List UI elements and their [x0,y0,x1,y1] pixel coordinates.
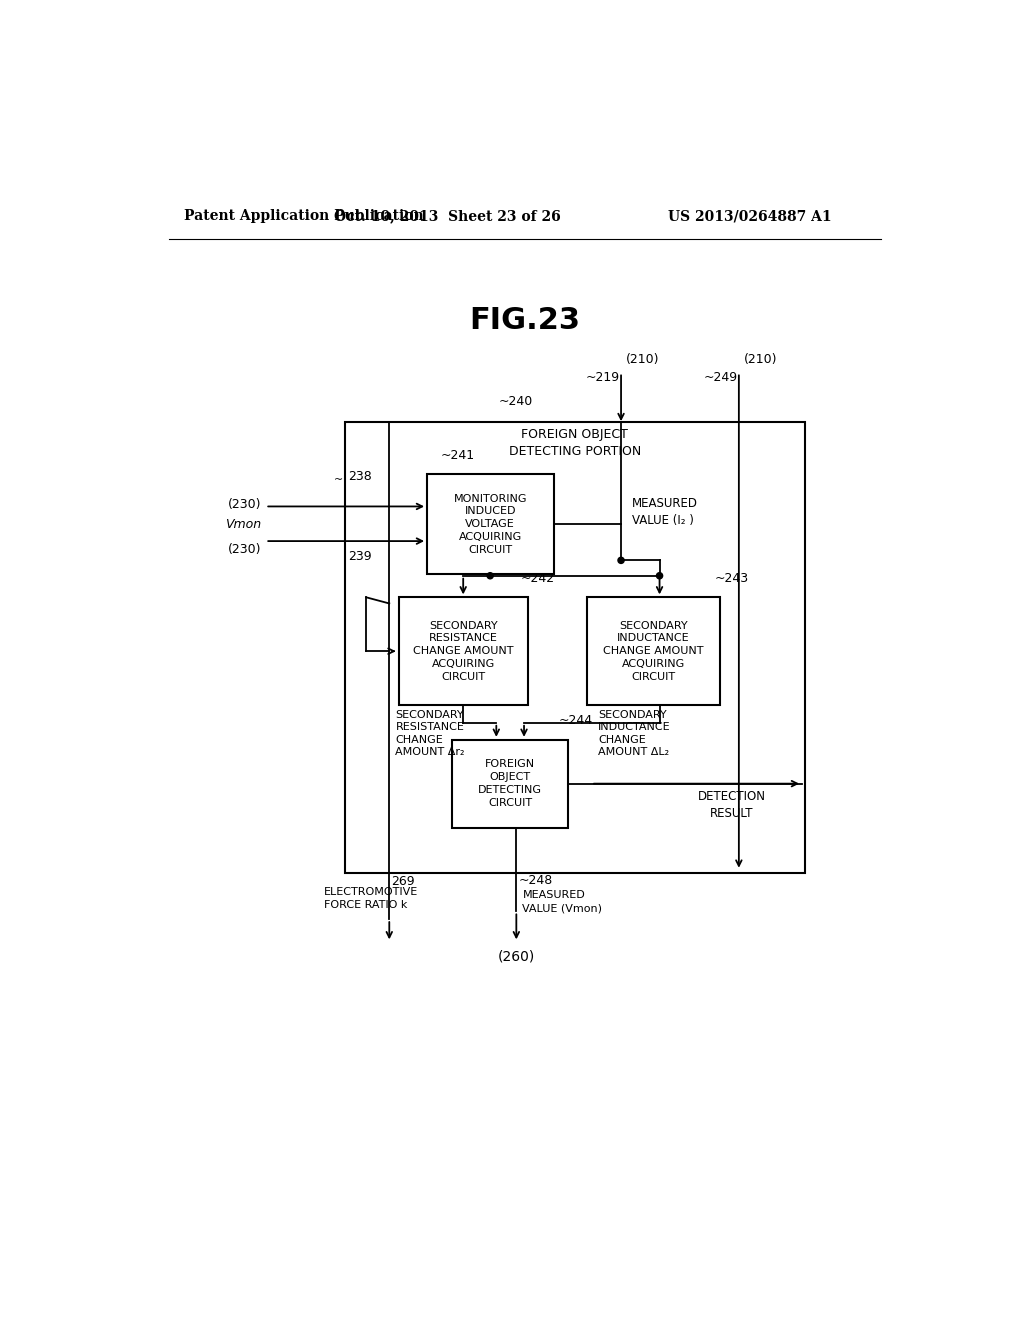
Text: MONITORING
INDUCED
VOLTAGE
ACQUIRING
CIRCUIT: MONITORING INDUCED VOLTAGE ACQUIRING CIR… [454,494,527,554]
Text: SECONDARY
INDUCTANCE
CHANGE
AMOUNT ΔL₂: SECONDARY INDUCTANCE CHANGE AMOUNT ΔL₂ [598,710,671,756]
Bar [398,597,528,705]
Text: (210): (210) [743,354,777,367]
Bar [345,422,805,873]
Circle shape [617,557,625,564]
Text: MEASURED
VALUE (Vmon): MEASURED VALUE (Vmon) [522,890,602,913]
Text: ~244: ~244 [559,714,593,727]
Bar [427,474,554,574]
Text: SECONDARY
INDUCTANCE
CHANGE AMOUNT
ACQUIRING
CIRCUIT: SECONDARY INDUCTANCE CHANGE AMOUNT ACQUI… [603,620,703,682]
Text: FOREIGN
OBJECT
DETECTING
CIRCUIT: FOREIGN OBJECT DETECTING CIRCUIT [478,759,542,808]
Text: 238: 238 [348,470,372,483]
Text: Vmon: Vmon [225,517,261,531]
Circle shape [487,573,494,578]
Text: SECONDARY
RESISTANCE
CHANGE
AMOUNT Δr₂: SECONDARY RESISTANCE CHANGE AMOUNT Δr₂ [395,710,465,756]
Circle shape [656,573,663,578]
Text: SECONDARY
RESISTANCE
CHANGE AMOUNT
ACQUIRING
CIRCUIT: SECONDARY RESISTANCE CHANGE AMOUNT ACQUI… [413,620,513,682]
Text: ELECTROMOTIVE
FORCE RATIO k: ELECTROMOTIVE FORCE RATIO k [324,887,418,909]
Text: 269: 269 [391,875,415,888]
Bar [587,597,720,705]
Text: US 2013/0264887 A1: US 2013/0264887 A1 [668,209,831,223]
Text: ~241: ~241 [441,449,475,462]
Text: ~248: ~248 [518,874,553,887]
Bar [453,739,568,829]
Text: Patent Application Publication: Patent Application Publication [184,209,424,223]
Text: ~240: ~240 [499,395,532,408]
Text: FOREIGN OBJECT
DETECTING PORTION: FOREIGN OBJECT DETECTING PORTION [509,428,641,458]
Text: (230): (230) [228,499,261,511]
Text: ~243: ~243 [714,572,749,585]
Text: FIG.23: FIG.23 [469,306,581,334]
Text: ~219: ~219 [586,371,620,384]
Text: ~: ~ [334,475,343,484]
Text: ~242: ~242 [520,572,554,585]
Text: (210): (210) [626,354,659,367]
Text: 239: 239 [348,550,372,564]
Text: (260): (260) [498,950,535,964]
Text: DETECTION
RESULT: DETECTION RESULT [698,789,766,820]
Text: MEASURED
VALUE (I₂ ): MEASURED VALUE (I₂ ) [632,498,697,527]
Text: ~249: ~249 [703,371,737,384]
Text: (230): (230) [228,543,261,556]
Text: Oct. 10, 2013  Sheet 23 of 26: Oct. 10, 2013 Sheet 23 of 26 [335,209,561,223]
